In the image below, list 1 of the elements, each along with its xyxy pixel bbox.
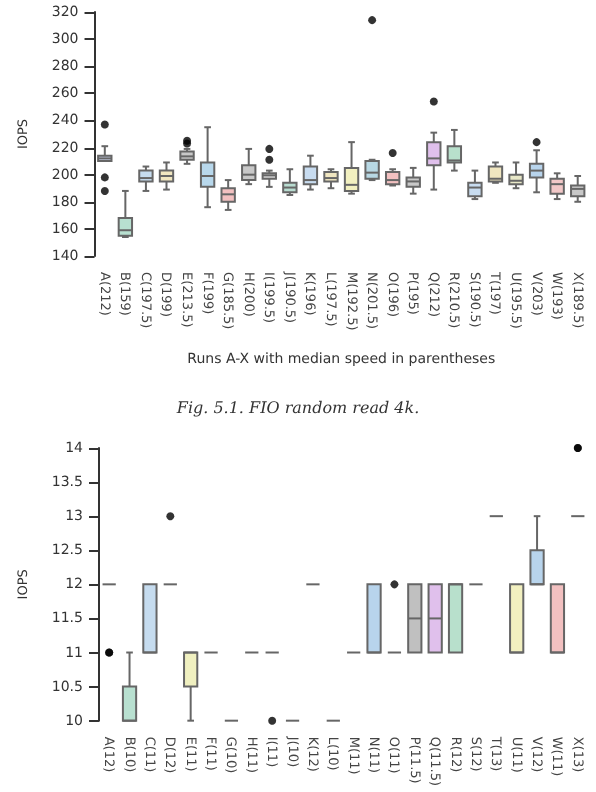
caption: Fig. 5.1. FIO random read 4k. xyxy=(174,399,420,417)
